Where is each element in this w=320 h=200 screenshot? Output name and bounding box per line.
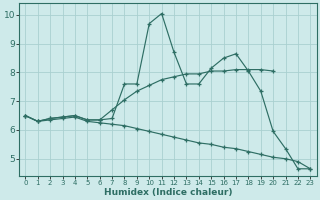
X-axis label: Humidex (Indice chaleur): Humidex (Indice chaleur) bbox=[104, 188, 232, 197]
